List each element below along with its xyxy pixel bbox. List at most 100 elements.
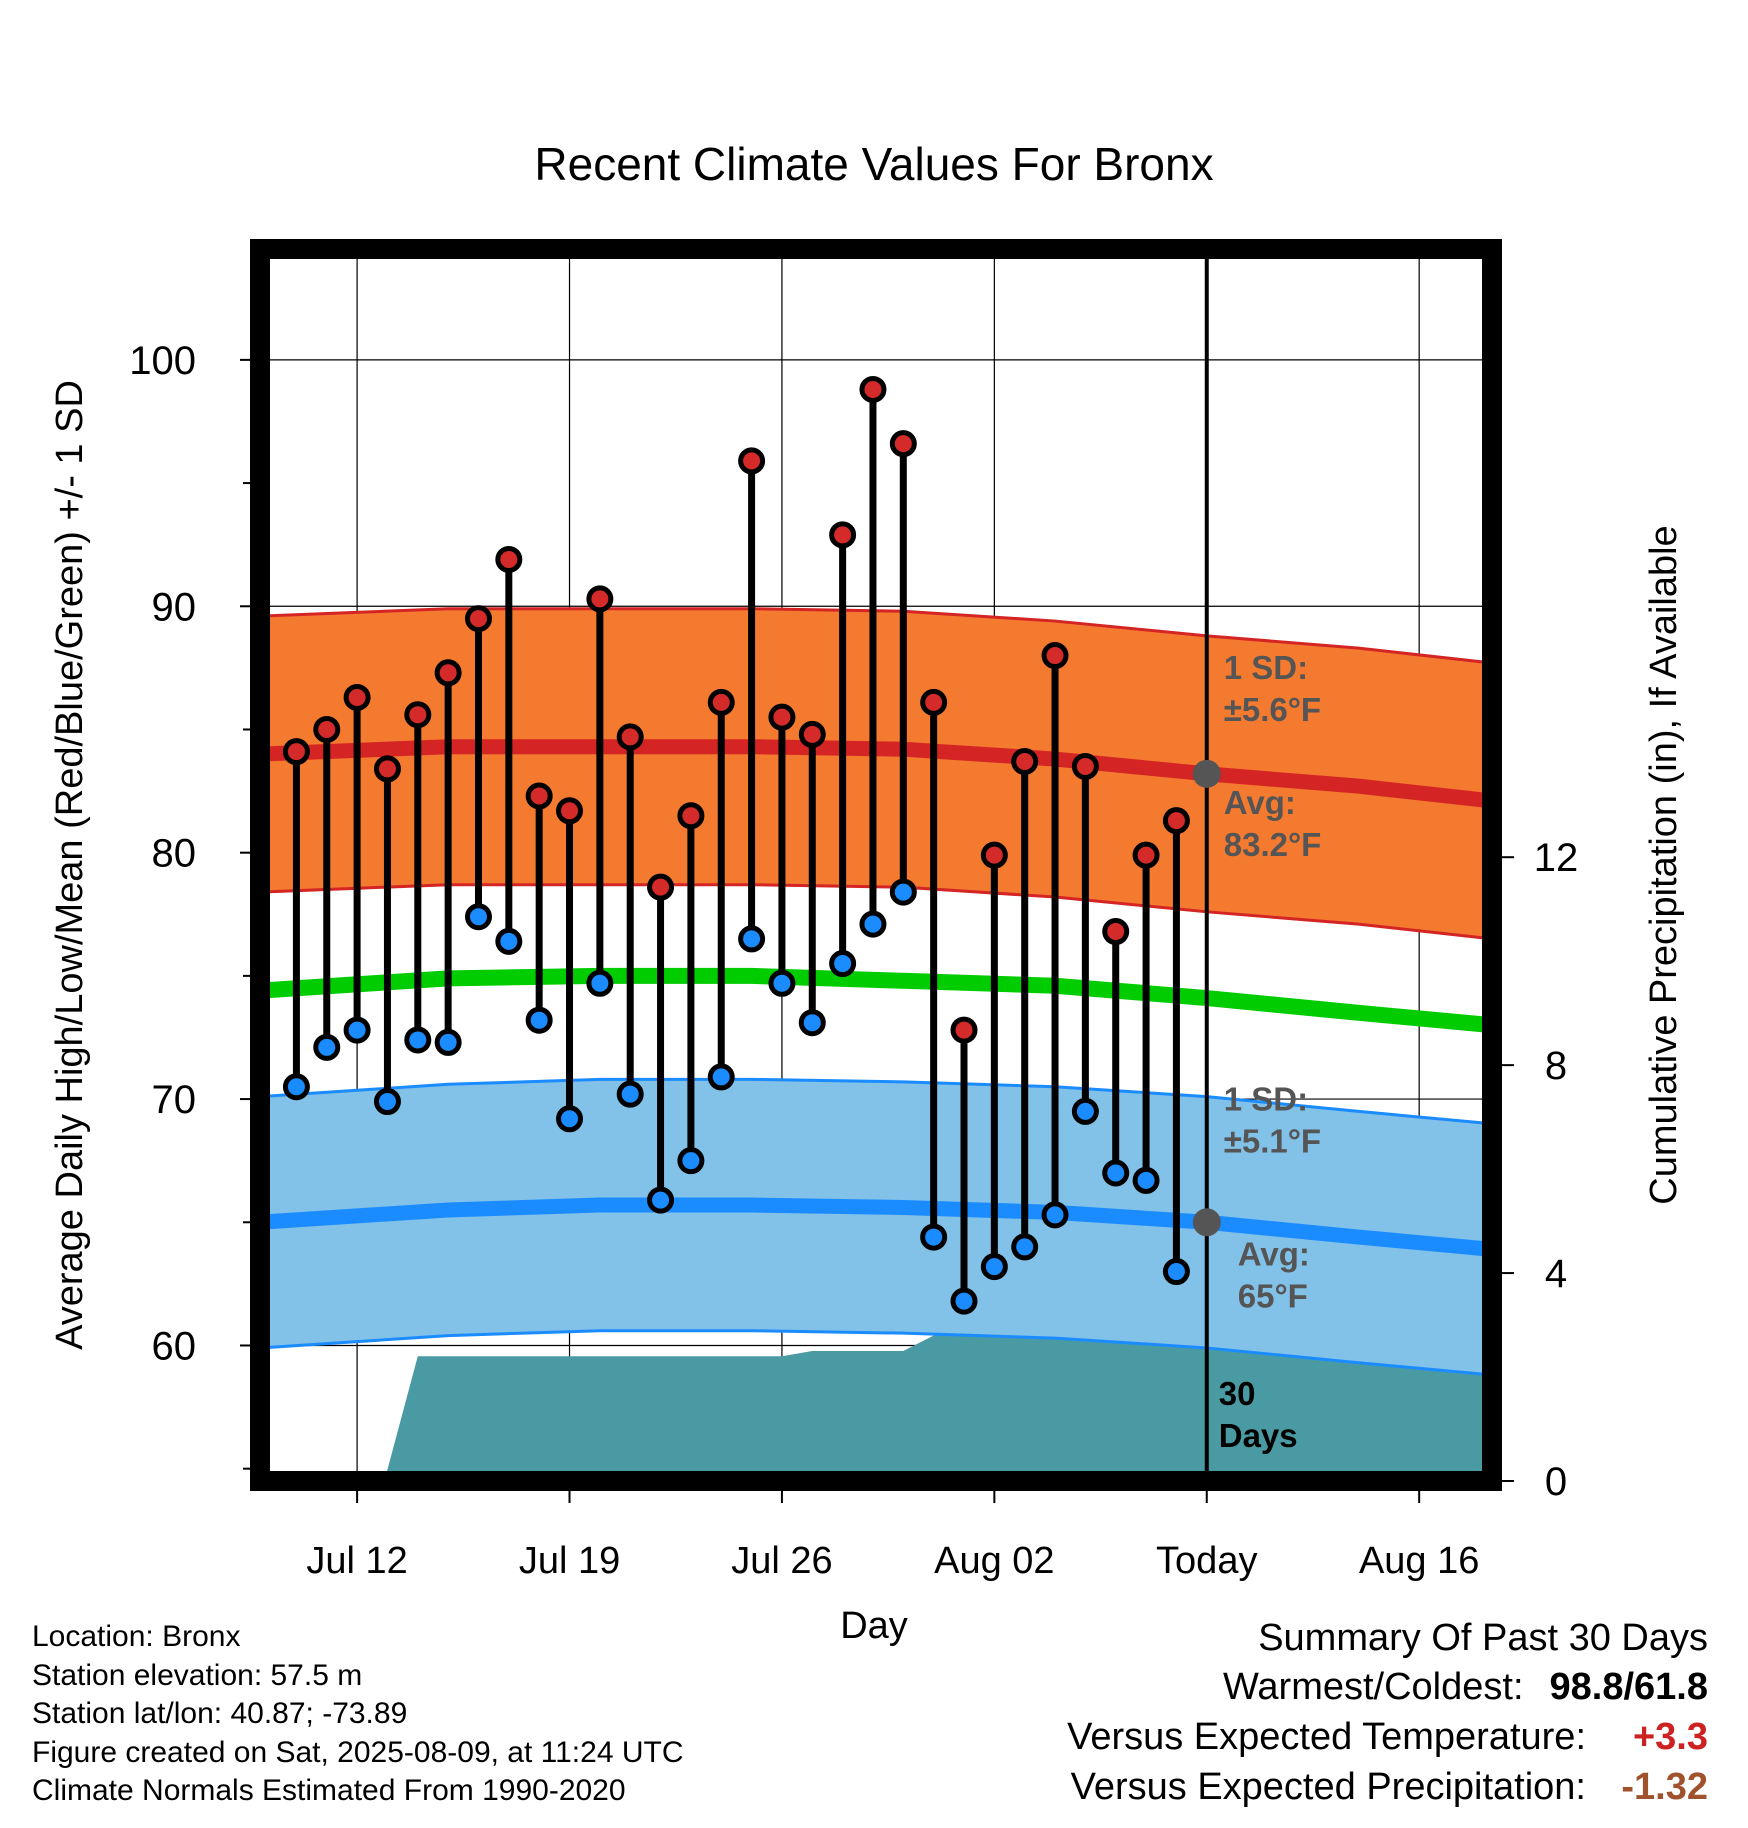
daily-high-point (464, 605, 492, 633)
low-avg-annotation-line1: Avg: (1238, 1235, 1310, 1272)
x-tick-label: Aug 02 (934, 1540, 1054, 1582)
y-right-tick-label: 12 (1534, 836, 1579, 880)
precip-area (260, 1335, 1492, 1481)
warm-cold-row: Warmest/Coldest: 98.8/61.8 (1067, 1662, 1708, 1712)
daily-high-point (829, 521, 857, 549)
daily-high-point (1011, 748, 1039, 776)
annotations: 1 SD: ±5.6°F Avg: 83.2°F 1 SD: ±5.1°F Avg: 65°F… (1219, 649, 1322, 1454)
daily-high-point (889, 430, 917, 458)
daily-high-point (616, 723, 644, 751)
daily-low-point (677, 1147, 705, 1175)
x-tick-label: Today (1156, 1540, 1257, 1582)
daily-high-point (495, 545, 523, 573)
daily-low-point (373, 1088, 401, 1116)
daily-high-point (313, 715, 341, 743)
y-right-tick-label: 0 (1545, 1460, 1567, 1504)
today-low-normal-marker (1192, 1208, 1221, 1237)
daily-low-point (495, 927, 523, 955)
daily-low-point (525, 1006, 553, 1034)
daily-low-point (1102, 1159, 1130, 1187)
daily-high-point (586, 585, 614, 613)
low-normal-line (259, 1197, 1493, 1257)
daily-high-point (525, 782, 553, 810)
y-left-tick-label: 70 (152, 1078, 197, 1122)
daily-low-point (434, 1028, 462, 1056)
daily-low-point (404, 1026, 432, 1054)
y-right-axis-label: Cumulative Precipitation (in), If Availa… (1643, 525, 1685, 1204)
daily-low-point (707, 1063, 735, 1091)
daily-high-point (373, 755, 401, 783)
daily-low-point (768, 969, 796, 997)
summary-panel: Summary Of Past 30 Days Warmest/Coldest:… (1067, 1614, 1708, 1812)
daily-high-point (707, 688, 735, 716)
y-right-tick-label: 4 (1545, 1252, 1567, 1296)
daily-high-point (404, 701, 432, 729)
daily-low-point (889, 878, 917, 906)
low-sd-band-lower-edge (259, 1329, 1493, 1377)
y-left-tick-label: 80 (152, 832, 197, 876)
daily-low-point (1011, 1233, 1039, 1261)
low-sd-band (260, 1079, 1492, 1376)
daily-low-point (1132, 1166, 1160, 1194)
daily-low-point (1162, 1258, 1190, 1286)
daily-low-point (464, 903, 492, 931)
temp-anomaly-row: Versus Expected Temperature: +3.3 (1067, 1712, 1708, 1762)
daily-low-point (920, 1223, 948, 1251)
high-avg-annotation-line2: 83.2°F (1224, 826, 1322, 863)
daily-high-point (980, 841, 1008, 869)
daily-high-point (798, 720, 826, 748)
high-avg-annotation-line1: Avg: (1224, 784, 1296, 821)
daily-low-point (586, 969, 614, 997)
x-axis-label: Day (840, 1605, 908, 1647)
x-tick-label: Jul 12 (306, 1540, 407, 1582)
daily-low-point (647, 1186, 675, 1214)
daily-high-point (647, 873, 675, 901)
window-annotation-line1: 30 (1219, 1375, 1256, 1412)
location-text: Location: Bronx (32, 1620, 241, 1653)
daily-high-point (950, 1016, 978, 1044)
y-left-axis-label: Average Daily High/Low/Mean (Red/Blue/Gr… (49, 380, 91, 1350)
daily-high-point (434, 659, 462, 687)
daily-low-point (282, 1073, 310, 1101)
daily-high-point (738, 447, 766, 475)
daily-low-point (313, 1033, 341, 1061)
normals-text: Climate Normals Estimated From 1990-2020 (32, 1774, 626, 1808)
plot-area (259, 249, 1493, 1481)
x-tick-label: Aug 16 (1359, 1540, 1479, 1582)
y-right-tick-label: 8 (1545, 1044, 1567, 1088)
x-tick-label: Jul 19 (519, 1540, 620, 1582)
daily-low-point (829, 950, 857, 978)
window-annotation-line2: Days (1219, 1417, 1298, 1454)
summary-title: Summary Of Past 30 Days (1258, 1617, 1708, 1659)
station-info: Location: Bronx Station elevation: 57.5 … (32, 1618, 684, 1811)
daily-high-point (343, 683, 371, 711)
y-left-tick-label: 60 (152, 1324, 197, 1368)
daily-low-point (859, 910, 887, 938)
low-sd-band-upper-edge (259, 1077, 1493, 1126)
low-avg-annotation-line2: 65°F (1238, 1277, 1308, 1314)
low-sd-annotation-line2: ±5.1°F (1224, 1122, 1321, 1159)
today-high-normal-marker (1192, 759, 1221, 788)
daily-low-point (556, 1105, 584, 1133)
plot-frame (250, 239, 1502, 1491)
temp-anomaly-value: +3.3 (1632, 1716, 1708, 1758)
precip-anomaly-row: Versus Expected Precipitation: -1.32 (1067, 1762, 1708, 1812)
daily-high-point (1041, 642, 1069, 670)
latlon-text: Station lat/lon: 40.87; -73.89 (32, 1697, 408, 1731)
high-sd-annotation-line1: 1 SD: (1224, 649, 1308, 686)
daily-high-point (768, 703, 796, 731)
warm-cold-label: Warmest/Coldest: (1222, 1666, 1524, 1708)
low-sd-annotation-line1: 1 SD: (1224, 1080, 1308, 1117)
daily-high-point (556, 797, 584, 825)
precip-anomaly-value: -1.32 (1621, 1766, 1708, 1808)
daily-high-point (920, 688, 948, 716)
y-left-tick-label: 100 (129, 339, 196, 383)
daily-low-point (343, 1016, 371, 1044)
daily-low-point (616, 1080, 644, 1108)
daily-low-point (950, 1287, 978, 1315)
daily-low-point (980, 1253, 1008, 1281)
high-sd-annotation-line2: ±5.6°F (1224, 691, 1321, 728)
daily-high-point (1132, 841, 1160, 869)
daily-high-point (677, 802, 705, 830)
